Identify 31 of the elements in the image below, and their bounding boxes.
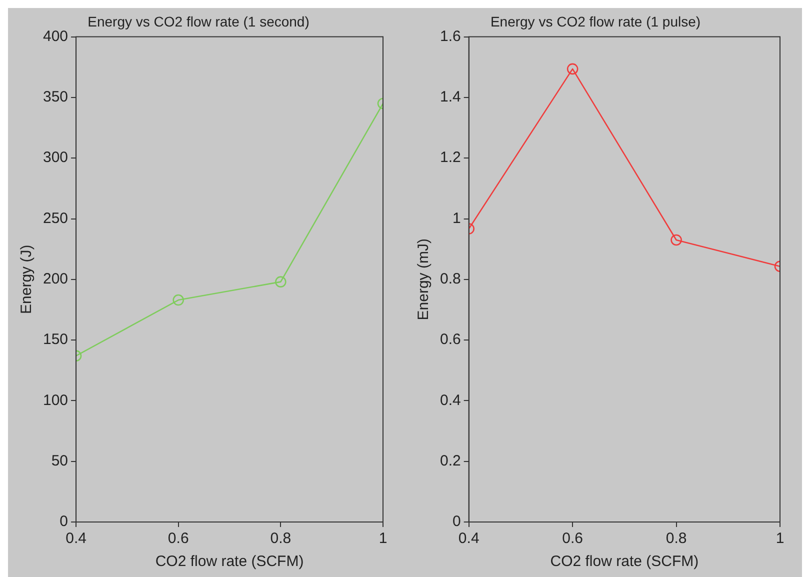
y-tick-label: 150 xyxy=(42,331,68,348)
y-tick-label: 400 xyxy=(42,28,68,45)
y-tick-label: 0.8 xyxy=(440,270,461,288)
y-tick-label: 1.6 xyxy=(440,28,461,45)
y-tick-label: 350 xyxy=(42,88,68,106)
y-tick-label: 0 xyxy=(60,513,68,530)
x-tick-label: 1 xyxy=(378,530,388,548)
chart-title: Energy vs CO2 flow rate (1 pulse) xyxy=(490,13,701,30)
y-tick-label: 200 xyxy=(42,270,68,288)
y-tick-label: 1 xyxy=(452,210,461,227)
y-axis-title: Energy (J) xyxy=(18,244,36,314)
x-axis-title: CO2 flow rate (SCFM) xyxy=(155,553,304,570)
x-tick-label: 0.6 xyxy=(562,530,583,548)
y-tick-label: 1.4 xyxy=(440,88,461,106)
y-tick-label: 300 xyxy=(42,149,68,166)
x-tick-label: 0.8 xyxy=(666,530,687,548)
chart-title: Energy vs CO2 flow rate (1 second) xyxy=(88,13,310,30)
x-axis-title: CO2 flow rate (SCFM) xyxy=(550,553,699,570)
y-axis-title: Energy (mJ) xyxy=(415,238,432,320)
y-tick-label: 100 xyxy=(42,392,68,409)
y-tick-label: 0.6 xyxy=(440,331,461,348)
x-tick-label: 0.4 xyxy=(66,530,86,548)
y-tick-label: 1.2 xyxy=(440,149,461,166)
y-tick-label: 50 xyxy=(51,452,68,470)
x-tick-label: 0.8 xyxy=(270,530,292,548)
y-tick-label: 0.2 xyxy=(440,452,461,470)
y-tick-label: 0.4 xyxy=(440,392,461,409)
y-tick-label: 250 xyxy=(42,210,68,227)
x-tick-label: 0.6 xyxy=(168,530,189,548)
y-tick-label: 0 xyxy=(452,513,461,530)
x-tick-label: 1 xyxy=(776,530,784,548)
